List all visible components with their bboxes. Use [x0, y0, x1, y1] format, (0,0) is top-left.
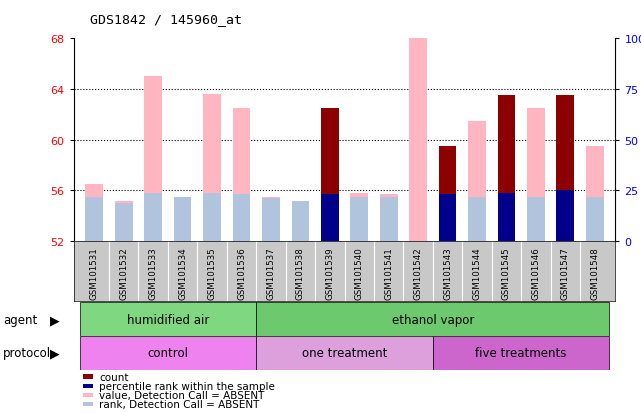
- Bar: [438, 195, 456, 242]
- Bar: [586, 147, 604, 242]
- Bar: [438, 197, 456, 242]
- Bar: [380, 197, 397, 242]
- Text: GSM101540: GSM101540: [354, 247, 363, 299]
- Bar: [380, 195, 397, 242]
- Text: GSM101534: GSM101534: [178, 247, 187, 299]
- Text: GSM101537: GSM101537: [267, 247, 276, 299]
- Text: protocol: protocol: [3, 346, 51, 359]
- Bar: [497, 194, 515, 242]
- Bar: [85, 185, 103, 242]
- Text: GSM101538: GSM101538: [296, 247, 305, 299]
- Bar: [115, 201, 133, 242]
- Text: ▶: ▶: [49, 346, 60, 359]
- Text: control: control: [147, 346, 188, 359]
- Text: ▶: ▶: [49, 313, 60, 326]
- Bar: [203, 194, 221, 242]
- Bar: [256, 336, 433, 370]
- Bar: [144, 77, 162, 242]
- Bar: [351, 197, 368, 242]
- Text: GSM101532: GSM101532: [119, 247, 128, 299]
- Bar: [256, 303, 610, 337]
- Text: GSM101547: GSM101547: [561, 247, 570, 299]
- Bar: [292, 201, 309, 242]
- Bar: [79, 336, 256, 370]
- Bar: [203, 95, 221, 242]
- Text: GSM101539: GSM101539: [326, 247, 335, 299]
- Bar: [433, 336, 610, 370]
- Text: count: count: [99, 372, 129, 382]
- Bar: [468, 197, 486, 242]
- Bar: [144, 194, 162, 242]
- Text: GSM101548: GSM101548: [590, 247, 599, 299]
- Text: GSM101535: GSM101535: [208, 247, 217, 299]
- Bar: [115, 204, 133, 242]
- Text: GDS1842 / 145960_at: GDS1842 / 145960_at: [90, 13, 242, 26]
- Bar: [174, 201, 192, 242]
- Text: value, Detection Call = ABSENT: value, Detection Call = ABSENT: [99, 390, 265, 400]
- Bar: [586, 197, 604, 242]
- Bar: [233, 195, 251, 242]
- Bar: [85, 197, 103, 242]
- Bar: [79, 303, 256, 337]
- Bar: [556, 191, 574, 242]
- Bar: [527, 109, 545, 242]
- Text: percentile rank within the sample: percentile rank within the sample: [99, 381, 275, 391]
- Text: five treatments: five treatments: [476, 346, 567, 359]
- Text: GSM101546: GSM101546: [531, 247, 540, 299]
- Bar: [262, 199, 279, 242]
- Bar: [438, 147, 456, 242]
- Text: agent: agent: [3, 313, 37, 326]
- Bar: [497, 96, 515, 242]
- Text: GSM101542: GSM101542: [413, 247, 422, 299]
- Bar: [292, 204, 309, 242]
- Text: GSM101536: GSM101536: [237, 247, 246, 299]
- Text: ethanol vapor: ethanol vapor: [392, 313, 474, 326]
- Bar: [262, 197, 279, 242]
- Bar: [468, 121, 486, 242]
- Bar: [321, 109, 338, 242]
- Bar: [351, 194, 368, 242]
- Text: GSM101543: GSM101543: [443, 247, 452, 299]
- Text: GSM101544: GSM101544: [472, 247, 481, 299]
- Text: GSM101545: GSM101545: [502, 247, 511, 299]
- Text: GSM101533: GSM101533: [149, 247, 158, 299]
- Bar: [527, 197, 545, 242]
- Bar: [233, 109, 251, 242]
- Text: GSM101531: GSM101531: [90, 247, 99, 299]
- Text: GSM101541: GSM101541: [384, 247, 393, 299]
- Bar: [556, 96, 574, 242]
- Bar: [321, 195, 338, 242]
- Text: one treatment: one treatment: [302, 346, 387, 359]
- Text: humidified air: humidified air: [127, 313, 209, 326]
- Bar: [410, 33, 427, 242]
- Bar: [174, 197, 192, 242]
- Text: rank, Detection Call = ABSENT: rank, Detection Call = ABSENT: [99, 399, 260, 409]
